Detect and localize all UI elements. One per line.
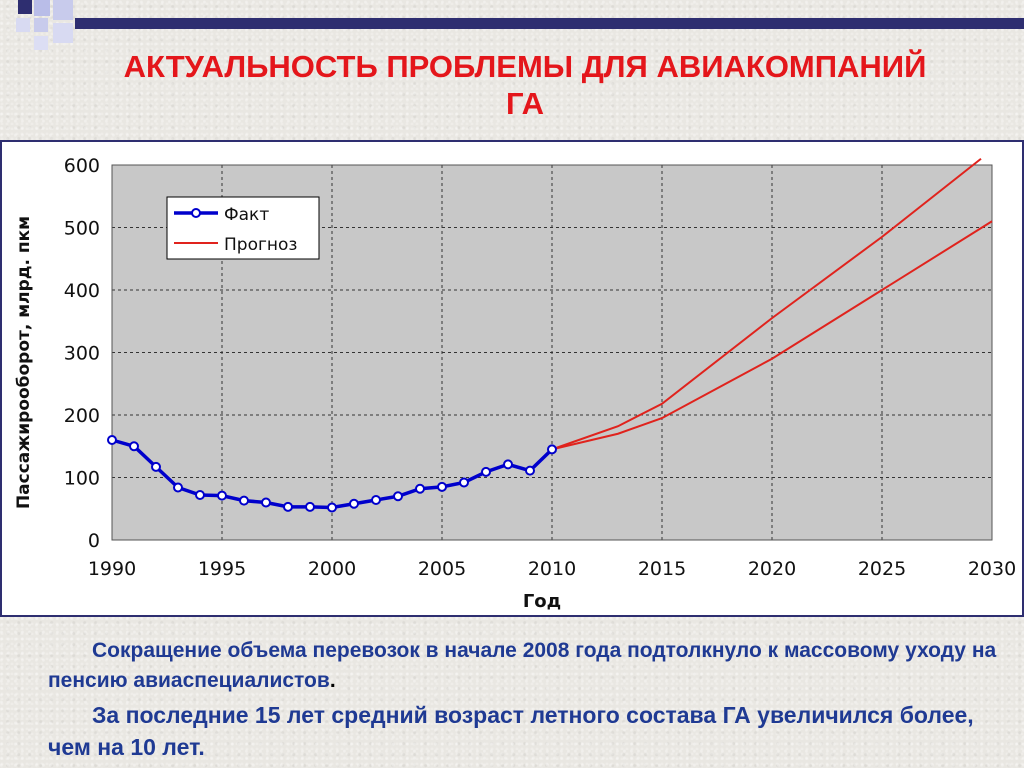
paragraph-2: За последние 15 лет средний возраст летн… — [48, 702, 974, 760]
y-tick-label: 300 — [64, 343, 100, 365]
legend-fact-marker — [191, 208, 201, 218]
chart-frame: 1990 1995 2000 2005 2010 2015 2020 2025 2030 0 100… — [0, 140, 1024, 617]
x-tick-label: 2025 — [858, 558, 906, 580]
y-tick-label: 500 — [64, 218, 100, 240]
paragraph-1: Сокращение объема перевозок в начале 200… — [48, 636, 1008, 696]
legend-box — [166, 196, 320, 260]
fact-point — [283, 501, 293, 512]
passenger-turnover-chart: 1990 1995 2000 2005 2010 2015 2020 2025 2030 0 100… — [14, 155, 1016, 612]
fact-point — [327, 502, 337, 513]
fact-point — [525, 465, 535, 476]
y-tick-label: 100 — [64, 468, 100, 490]
fact-point — [459, 477, 469, 488]
legend-fact-label: Факт — [224, 205, 269, 225]
fact-point — [239, 495, 249, 506]
fact-point — [371, 495, 381, 505]
x-tick-label: 1990 — [88, 558, 136, 580]
legend: Факт Прогноз — [166, 196, 320, 260]
fact-point — [481, 466, 491, 477]
forecast-line-1 — [551, 220, 993, 451]
x-tick-label: 2015 — [638, 558, 686, 580]
fact-point — [217, 490, 227, 501]
y-tick-label: 0 — [88, 530, 100, 552]
fact-point — [437, 481, 447, 492]
fact-point — [151, 461, 161, 472]
fact-point — [107, 435, 117, 445]
x-tick-label: 1995 — [198, 558, 246, 580]
paragraph-1-text: Сокращение объема перевозок в начале 200… — [48, 639, 997, 692]
y-axis-label: Пассажирооборот, млрд. пкм — [14, 216, 34, 509]
slide-title: АКТУАЛЬНОСТЬ ПРОБЛЕМЫ ДЛЯ АВИАКОМПАНИЙ Г… — [60, 48, 990, 122]
plot-border — [111, 164, 993, 541]
legend-forecast-label: Прогноз — [224, 235, 297, 255]
fact-point — [415, 483, 425, 494]
paragraph-1-end: . — [329, 669, 336, 692]
x-tick-label: 2020 — [748, 558, 796, 580]
title-line-2: ГА — [505, 86, 544, 121]
fact-point — [129, 441, 139, 452]
y-tick-label: 600 — [64, 155, 100, 177]
corner-decoration — [0, 0, 80, 60]
x-tick-label: 2010 — [528, 558, 576, 580]
fact-point — [305, 501, 315, 512]
fact-point — [547, 444, 557, 455]
fact-point — [393, 491, 403, 502]
x-tick-label: 2000 — [308, 558, 356, 580]
y-tick-label: 200 — [64, 405, 100, 427]
x-axis-label: Год — [523, 591, 561, 612]
fact-point — [195, 490, 205, 500]
x-tick-label: 2005 — [418, 558, 466, 580]
y-tick-label: 400 — [64, 280, 100, 302]
fact-point — [173, 482, 183, 493]
fact-point — [261, 497, 271, 508]
title-line-1: АКТУАЛЬНОСТЬ ПРОБЛЕМЫ ДЛЯ АВИАКОМПАНИЙ — [123, 49, 927, 84]
fact-point — [349, 498, 359, 509]
forecast-line-2 — [551, 157, 982, 451]
x-tick-label: 2030 — [968, 558, 1016, 580]
fact-point — [503, 459, 513, 470]
header-bar — [75, 18, 1024, 29]
